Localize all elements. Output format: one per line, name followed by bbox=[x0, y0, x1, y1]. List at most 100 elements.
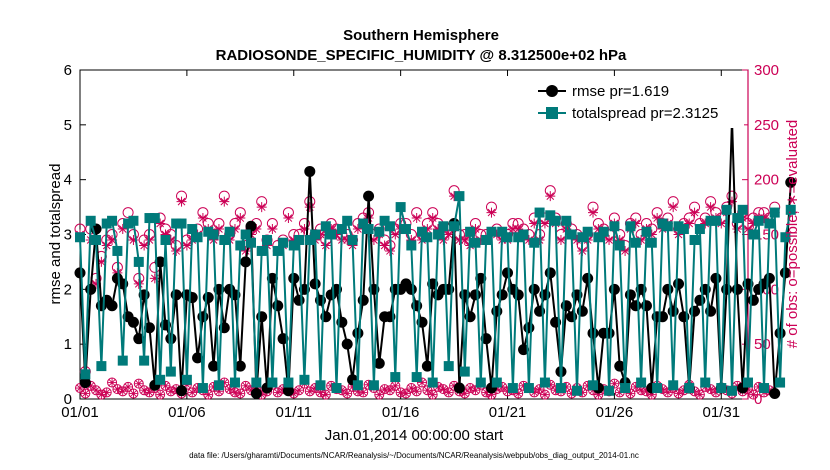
totalspread-point bbox=[769, 207, 780, 218]
totalspread-point bbox=[710, 215, 721, 226]
obs-low-evaluated-marker bbox=[204, 390, 213, 399]
totalspread-point bbox=[561, 215, 572, 226]
totalspread-point bbox=[764, 218, 775, 229]
totalspread-point bbox=[523, 383, 534, 394]
totalspread-point bbox=[481, 234, 492, 245]
legend-totalspread-marker bbox=[546, 107, 558, 119]
totalspread-point bbox=[577, 232, 588, 243]
obs-low-possible-marker bbox=[107, 377, 118, 388]
totalspread-point bbox=[422, 232, 433, 243]
obs-low-evaluated-marker bbox=[343, 389, 352, 398]
rmse-point bbox=[769, 388, 781, 400]
obs-low-evaluated-marker bbox=[711, 388, 720, 397]
right-tick-label: 250 bbox=[754, 117, 779, 134]
obs-evaluated-marker bbox=[689, 207, 700, 218]
obs-evaluated-marker bbox=[229, 224, 240, 235]
obs-evaluated-marker bbox=[630, 218, 641, 229]
obs-evaluated-marker bbox=[149, 273, 160, 284]
obs-low-evaluated-marker bbox=[193, 384, 202, 393]
series-lines bbox=[74, 113, 797, 400]
obs-evaluated-marker bbox=[588, 207, 599, 218]
totalspread-point bbox=[550, 215, 561, 226]
rmse-point bbox=[282, 385, 294, 397]
obs-evaluated-marker bbox=[726, 196, 737, 207]
totalspread-point bbox=[235, 240, 246, 251]
rmse-point bbox=[79, 377, 91, 389]
obs-low-evaluated-marker bbox=[610, 379, 619, 388]
obs-low-evaluated-marker bbox=[514, 389, 523, 398]
obs-low-evaluated-marker bbox=[86, 381, 95, 390]
rmse-point bbox=[528, 283, 540, 295]
totalspread-point bbox=[678, 224, 689, 235]
totalspread-point bbox=[267, 377, 278, 388]
obs-low-evaluated-marker bbox=[530, 388, 539, 397]
totalspread-point bbox=[438, 221, 449, 232]
obs-evaluated-marker bbox=[107, 234, 118, 245]
obs-low-possible-marker bbox=[539, 389, 550, 400]
totalspread-point bbox=[759, 383, 770, 394]
obs-low-possible-marker bbox=[443, 387, 454, 398]
obs-low-evaluated-marker bbox=[690, 387, 699, 396]
obs-low-possible-marker bbox=[80, 388, 91, 399]
obs-low-possible-marker bbox=[534, 384, 545, 395]
obs-evaluated-marker bbox=[315, 229, 326, 240]
right-axis-label: # of obs: o=possible; ∗=evaluated bbox=[784, 120, 801, 349]
obs-low-evaluated-marker bbox=[578, 388, 587, 397]
obs-low-evaluated-marker bbox=[407, 384, 416, 393]
data-file-footer: data file: /Users/gharamti/Documents/NCA… bbox=[189, 451, 639, 460]
totalspread-point bbox=[604, 385, 615, 396]
totalspread-point bbox=[197, 383, 208, 394]
left-tick-label: 0 bbox=[64, 391, 72, 408]
totalspread-point bbox=[614, 240, 625, 251]
rmse-point bbox=[133, 333, 145, 345]
rmse-point bbox=[640, 300, 652, 312]
obs-evaluated-marker bbox=[571, 234, 582, 245]
obs-low-possible-marker bbox=[406, 383, 417, 394]
totalspread-point bbox=[732, 213, 743, 224]
obs-low-evaluated-marker bbox=[647, 390, 656, 399]
obs-low-possible-marker bbox=[748, 389, 759, 400]
rmse-point bbox=[763, 272, 775, 284]
obs-evaluated-marker bbox=[288, 234, 299, 245]
totalspread-point bbox=[262, 234, 273, 245]
obs-low-evaluated-marker bbox=[722, 386, 731, 395]
rmse-point bbox=[731, 283, 743, 295]
obs-low-evaluated-marker bbox=[637, 386, 646, 395]
rmse-point bbox=[176, 385, 188, 397]
totalspread-point bbox=[700, 377, 711, 388]
obs-evaluated-marker bbox=[155, 218, 166, 229]
totalspread-point bbox=[625, 221, 636, 232]
totalspread-point bbox=[299, 374, 310, 385]
obs-low-evaluated-marker bbox=[385, 386, 394, 395]
rmse-point bbox=[74, 267, 86, 279]
obs-low-evaluated-marker bbox=[247, 386, 256, 395]
totalspread-point bbox=[283, 377, 294, 388]
obs-evaluated-marker bbox=[545, 191, 556, 202]
totalspread-point bbox=[502, 232, 513, 243]
obs-low-possible-marker bbox=[294, 385, 305, 396]
totalspread-point bbox=[336, 224, 347, 235]
rmse-point bbox=[512, 289, 524, 301]
obs-low-evaluated-marker bbox=[118, 387, 127, 396]
left-tick-label: 2 bbox=[64, 281, 72, 298]
totalspread-point bbox=[743, 377, 753, 388]
obs-low-possible-marker bbox=[438, 384, 449, 395]
obs-low-possible-marker bbox=[411, 386, 422, 397]
totalspread-point bbox=[775, 377, 786, 388]
totalspread-point bbox=[358, 218, 369, 229]
obs-low-evaluated-marker bbox=[551, 386, 560, 395]
totalspread-point bbox=[593, 232, 604, 243]
rmse-point bbox=[106, 300, 118, 312]
totalspread-point bbox=[155, 374, 166, 385]
totalspread-point bbox=[272, 245, 283, 256]
obs-evaluated-marker bbox=[539, 218, 550, 229]
obs-evaluated-marker bbox=[614, 234, 625, 245]
rmse-point bbox=[421, 360, 433, 372]
left-tick-label: 5 bbox=[64, 117, 72, 134]
obs-low-possible-marker bbox=[139, 385, 150, 396]
obs-low-evaluated-marker bbox=[134, 379, 143, 388]
totalspread-point bbox=[133, 256, 144, 267]
totalspread-point bbox=[165, 366, 176, 377]
totalspread-point bbox=[342, 215, 353, 226]
totalspread-point bbox=[400, 224, 411, 235]
